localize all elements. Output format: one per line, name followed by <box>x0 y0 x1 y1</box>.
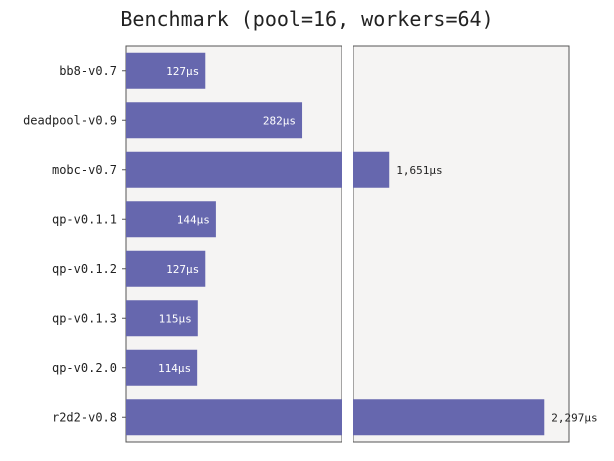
y-tick-label-qp-v0.1.3: qp-v0.1.3 <box>52 311 117 325</box>
y-tick-label-qp-v0.2.0: qp-v0.2.0 <box>52 361 117 375</box>
bar-bb8-v0.7 <box>126 52 206 89</box>
bar-mobc-v0.7 <box>353 151 390 188</box>
y-tick-label-bb8-v0.7: bb8-v0.7 <box>59 64 117 78</box>
value-label-r2d2-v0.8: 2,297µs <box>551 411 597 424</box>
value-label-bb8-v0.7: 127µs <box>166 65 199 78</box>
chart-title: Benchmark (pool=16, workers=64) <box>120 7 493 31</box>
y-tick-label-mobc-v0.7: mobc-v0.7 <box>52 163 117 177</box>
value-label-qp-v0.1.2: 127µs <box>166 263 199 276</box>
bar-deadpool-v0.9 <box>126 102 303 139</box>
y-tick-label-deadpool-v0.9: deadpool-v0.9 <box>23 113 117 127</box>
bar-mobc-v0.7-left-segment <box>126 151 342 188</box>
value-label-qp-v0.2.0: 114µs <box>158 362 191 375</box>
y-tick-label-qp-v0.1.2: qp-v0.1.2 <box>52 262 117 276</box>
value-label-deadpool-v0.9: 282µs <box>263 114 296 127</box>
bar-r2d2-v0.8 <box>353 399 545 436</box>
axis-break-gap <box>342 45 353 443</box>
bar-qp-v0.1.1 <box>126 201 216 238</box>
bar-qp-v0.2.0 <box>126 349 198 386</box>
value-label-qp-v0.1.1: 144µs <box>177 213 210 226</box>
y-tick-label-r2d2-v0.8: r2d2-v0.8 <box>52 410 117 424</box>
bar-qp-v0.1.3 <box>126 300 198 337</box>
right-axis-panel <box>352 45 570 443</box>
value-label-qp-v0.1.3: 115µs <box>159 312 192 325</box>
y-tick-label-qp-v0.1.1: qp-v0.1.1 <box>52 212 117 226</box>
bar-qp-v0.1.2 <box>126 250 206 287</box>
bar-r2d2-v0.8-left-segment <box>126 399 342 436</box>
value-label-mobc-v0.7: 1,651µs <box>396 164 442 177</box>
